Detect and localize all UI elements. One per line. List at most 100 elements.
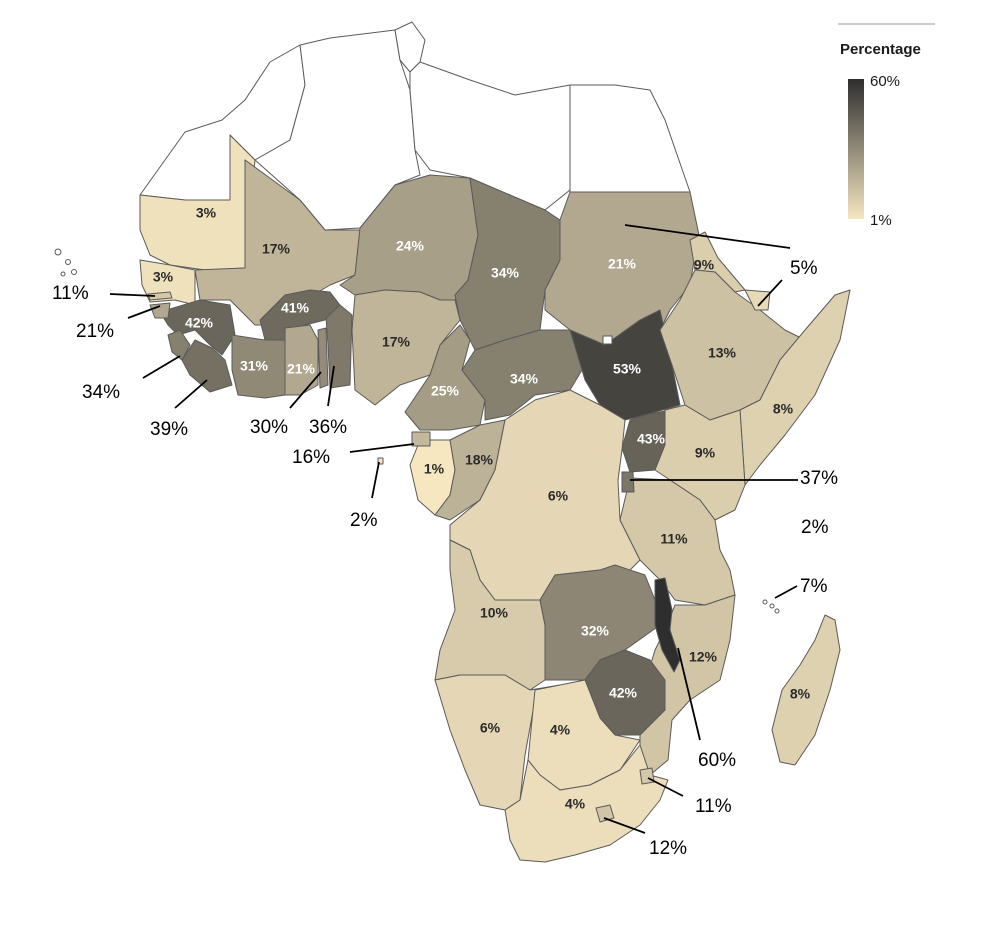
label-benin: 36%: [309, 417, 347, 438]
label-south-sudan: 53%: [613, 361, 642, 377]
label-seychelles: 2%: [801, 517, 829, 538]
label-burkina-faso: 41%: [281, 300, 310, 316]
legend-max-label: 60%: [870, 73, 900, 90]
label-ethiopia: 13%: [708, 345, 737, 361]
label-chad: 34%: [491, 265, 520, 281]
label-eswatini: 11%: [695, 796, 732, 817]
label-zimbabwe: 42%: [609, 685, 638, 701]
country-guinea: [159, 299, 236, 356]
country-namibia: [434, 674, 561, 811]
label-zambia: 32%: [581, 623, 610, 639]
cape-verde-island: [71, 269, 77, 275]
comoros-island: [762, 599, 768, 605]
country-lesotho: [595, 804, 615, 823]
legend-title: Percentage: [840, 41, 921, 58]
country-south-africa: [504, 744, 669, 863]
label-rwanda-burundi: 37%: [800, 468, 838, 489]
in-map-labels: 3% 17% 24% 34% 21% 9% 3% 42% 41% 17% 31%…: [153, 205, 811, 812]
country-guinea-bissau: [149, 302, 171, 319]
country-somalia: [739, 289, 851, 486]
leader-sierra-leone: [142, 355, 181, 379]
label-cameroon: 25%: [431, 383, 460, 399]
leader-liberia: [174, 379, 208, 409]
country-rwanda-burundi: [621, 471, 635, 493]
leader-lesotho: [603, 817, 646, 834]
legend-color-ramp: [848, 79, 864, 219]
label-sao-tome: 2%: [350, 510, 378, 531]
leader-equatorial-guinea: [349, 443, 415, 453]
label-drc: 6%: [548, 488, 569, 504]
comoros-island: [769, 603, 775, 609]
label-guinea-bissau: 21%: [76, 321, 114, 342]
label-senegal: 3%: [153, 269, 174, 285]
label-liberia: 39%: [150, 419, 188, 440]
label-niger: 24%: [396, 238, 425, 254]
label-tanzania: 11%: [660, 531, 688, 547]
leader-sudan: [624, 224, 791, 249]
label-cote-divoire: 31%: [240, 358, 269, 374]
label-guinea: 42%: [185, 315, 214, 331]
label-togo: 30%: [250, 417, 288, 438]
label-kenya: 9%: [695, 445, 716, 461]
leader-lines: [109, 224, 798, 834]
cape-verde-island: [65, 259, 71, 265]
label-south-africa: 4%: [565, 796, 586, 812]
leader-djibouti: [757, 279, 783, 307]
leader-malawi: [677, 647, 701, 741]
sudan-enclave: [602, 335, 613, 345]
cape-verde-island: [60, 271, 66, 277]
label-namibia: 6%: [480, 720, 501, 736]
label-uganda: 43%: [637, 431, 666, 447]
leader-togo: [289, 371, 322, 409]
country-congo: [434, 419, 506, 521]
label-mauritania: 3%: [196, 205, 217, 221]
leader-benin: [327, 365, 335, 407]
label-ghana: 21%: [287, 361, 316, 377]
leader-comoros: [774, 585, 798, 599]
mayotte-island: [774, 608, 780, 614]
label-botswana: 4%: [550, 722, 571, 738]
country-sierra-leone: [167, 329, 191, 361]
label-djibouti: 5%: [790, 258, 818, 279]
country-togo: [317, 327, 329, 389]
label-central-african-republic: 34%: [510, 371, 539, 387]
country-djibouti: [744, 289, 771, 311]
country-libya: [409, 61, 571, 211]
label-lesotho: 12%: [649, 838, 687, 859]
country-liberia: [181, 339, 233, 393]
label-sudan: 21%: [608, 256, 637, 272]
outside-labels: 60% 11% 21% 34% 39% 30% 36% 16% 2% 37% 2…: [52, 258, 838, 859]
leader-sao-tome: [371, 461, 380, 499]
label-somalia: 8%: [773, 401, 794, 417]
label-gambia: 11%: [52, 283, 89, 304]
small-islands: [54, 248, 780, 614]
label-gabon: 1%: [424, 461, 445, 477]
label-nigeria: 17%: [382, 334, 411, 350]
country-madagascar: [771, 614, 841, 766]
label-congo: 18%: [465, 452, 494, 468]
country-benin: [325, 304, 353, 389]
country-kenya: [654, 404, 746, 521]
label-eritrea: 9%: [694, 257, 715, 273]
legend-min-label: 1%: [870, 212, 892, 229]
label-malawi: 60%: [698, 750, 736, 771]
country-gambia: [147, 291, 173, 301]
country-eswatini: [639, 767, 655, 785]
label-mali: 17%: [262, 241, 291, 257]
leader-guinea-bissau: [127, 305, 161, 319]
leader-eswatini: [647, 777, 684, 797]
label-comoros: 7%: [800, 576, 828, 597]
label-angola: 10%: [480, 605, 509, 621]
label-madagascar: 8%: [790, 686, 811, 702]
country-central-african-republic: [461, 329, 586, 421]
label-sierra-leone: 34%: [82, 382, 120, 403]
country-egypt: [569, 84, 691, 193]
data-countries: [139, 134, 851, 863]
no-data-countries: [139, 21, 691, 231]
legend: Percentage 60% 1%: [838, 23, 935, 229]
label-equatorial-guinea: 16%: [292, 447, 330, 468]
country-ghana: [284, 324, 319, 396]
cape-verde-island: [54, 248, 62, 256]
country-equatorial-guinea: [411, 431, 431, 447]
